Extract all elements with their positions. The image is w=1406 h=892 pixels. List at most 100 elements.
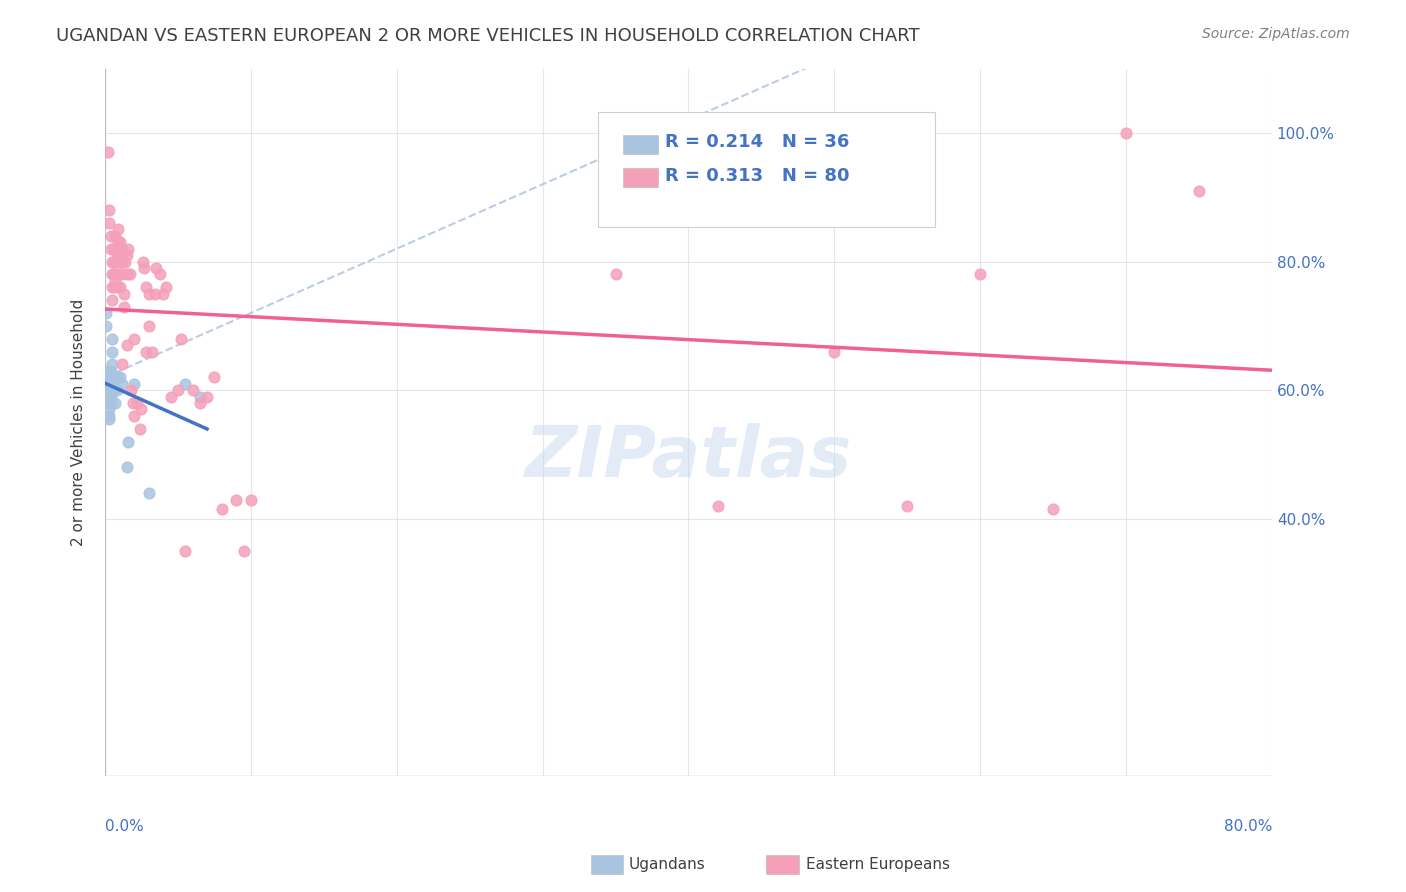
Point — [101, 254, 124, 268]
Point — [110, 254, 132, 268]
Point — [100, 364, 122, 378]
Point — [97, 376, 120, 391]
Point — [108, 370, 131, 384]
Point — [225, 492, 247, 507]
Point — [132, 254, 155, 268]
Point — [104, 228, 127, 243]
Point — [101, 293, 124, 307]
Point — [155, 280, 177, 294]
Point — [108, 254, 131, 268]
Text: 0.0%: 0.0% — [105, 819, 143, 834]
Point — [107, 222, 129, 236]
Point — [135, 280, 157, 294]
Text: R = 0.214   N = 36: R = 0.214 N = 36 — [665, 133, 849, 151]
Point — [115, 460, 138, 475]
Point — [1188, 184, 1211, 198]
Point — [111, 254, 134, 268]
Point — [138, 286, 160, 301]
Point — [98, 390, 121, 404]
Point — [98, 396, 121, 410]
Point — [115, 338, 138, 352]
Point — [115, 248, 138, 262]
Point — [114, 254, 136, 268]
Point — [110, 248, 132, 262]
Point — [98, 412, 121, 426]
Point — [174, 544, 197, 558]
Point — [121, 396, 143, 410]
Point — [145, 260, 167, 275]
Point — [143, 286, 166, 301]
Point — [100, 370, 122, 384]
Point — [111, 268, 134, 282]
Point — [605, 268, 627, 282]
Point — [105, 370, 128, 384]
Point — [134, 260, 156, 275]
Point — [98, 374, 121, 388]
Point — [706, 499, 728, 513]
Point — [103, 383, 125, 397]
Text: 80.0%: 80.0% — [1223, 819, 1272, 834]
Point — [107, 235, 129, 250]
Point — [122, 409, 145, 423]
Point — [135, 344, 157, 359]
Point — [105, 242, 128, 256]
Point — [100, 228, 122, 243]
Point — [120, 383, 142, 397]
Point — [141, 344, 163, 359]
Text: ZIPatlas: ZIPatlas — [524, 423, 852, 492]
Point — [131, 402, 153, 417]
Point — [97, 364, 120, 378]
Point — [101, 344, 124, 359]
Point — [181, 383, 204, 397]
Point — [101, 332, 124, 346]
Point — [104, 242, 127, 256]
Point — [149, 268, 172, 282]
Point — [170, 332, 193, 346]
Point — [129, 422, 152, 436]
Point — [232, 544, 254, 558]
Point — [105, 268, 128, 282]
Point — [101, 280, 124, 294]
Point — [125, 396, 148, 410]
Point — [167, 383, 190, 397]
Point — [138, 318, 160, 333]
Point — [969, 268, 991, 282]
Point — [108, 280, 131, 294]
Text: Ugandans: Ugandans — [628, 857, 706, 871]
Point — [96, 318, 118, 333]
Point — [138, 486, 160, 500]
Point — [111, 376, 134, 391]
Point — [896, 499, 918, 513]
Point — [105, 254, 128, 268]
Point — [100, 383, 122, 397]
Text: Source: ZipAtlas.com: Source: ZipAtlas.com — [1202, 27, 1350, 41]
Point — [103, 268, 125, 282]
Point — [97, 145, 120, 160]
Point — [98, 402, 121, 417]
Point — [100, 390, 122, 404]
Text: Eastern Europeans: Eastern Europeans — [806, 857, 949, 871]
Y-axis label: 2 or more Vehicles in Household: 2 or more Vehicles in Household — [72, 299, 86, 546]
Point — [100, 396, 122, 410]
Point — [100, 376, 122, 391]
Point — [105, 383, 128, 397]
Point — [104, 396, 127, 410]
Point — [104, 254, 127, 268]
Point — [122, 332, 145, 346]
Point — [107, 248, 129, 262]
Point — [108, 235, 131, 250]
Point — [211, 502, 233, 516]
Point — [98, 202, 121, 217]
Text: UGANDAN VS EASTERN EUROPEAN 2 OR MORE VEHICLES IN HOUSEHOLD CORRELATION CHART: UGANDAN VS EASTERN EUROPEAN 2 OR MORE VE… — [56, 27, 920, 45]
Text: R = 0.313   N = 80: R = 0.313 N = 80 — [665, 167, 849, 185]
Point — [101, 358, 124, 372]
Point — [823, 344, 845, 359]
Point — [97, 370, 120, 384]
Point — [101, 268, 124, 282]
Point — [105, 280, 128, 294]
Point — [239, 492, 262, 507]
Point — [103, 280, 125, 294]
Point — [97, 383, 120, 397]
Point — [111, 242, 134, 256]
Point — [103, 370, 125, 384]
